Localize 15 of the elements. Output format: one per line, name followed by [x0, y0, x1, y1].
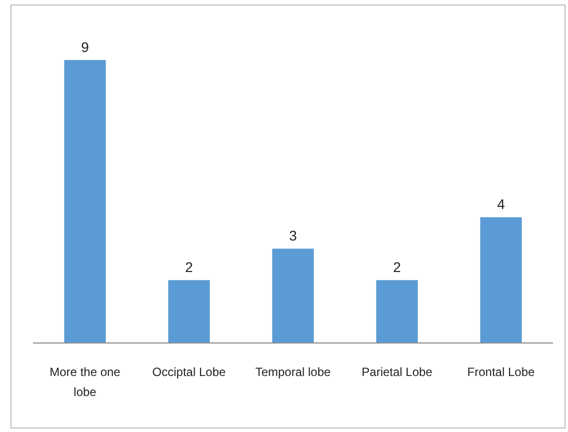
x-tick-label: Occiptal Lobe [152, 365, 226, 379]
bar [64, 60, 106, 343]
data-label: 4 [497, 196, 506, 212]
x-tick-label: More the one lobe [50, 365, 121, 399]
x-tick-label: Frontal Lobe [467, 365, 536, 379]
data-label: 2 [393, 259, 402, 276]
bar [376, 280, 418, 343]
x-tick-label: Temporal lobe [255, 365, 332, 379]
bar [480, 217, 522, 343]
bar [272, 248, 314, 343]
data-label: 2 [185, 259, 194, 276]
data-label: 3 [289, 228, 298, 244]
x-tick-label: Parietal Lobe [362, 365, 433, 379]
data-label: 9 [81, 39, 90, 55]
bar [168, 280, 210, 343]
